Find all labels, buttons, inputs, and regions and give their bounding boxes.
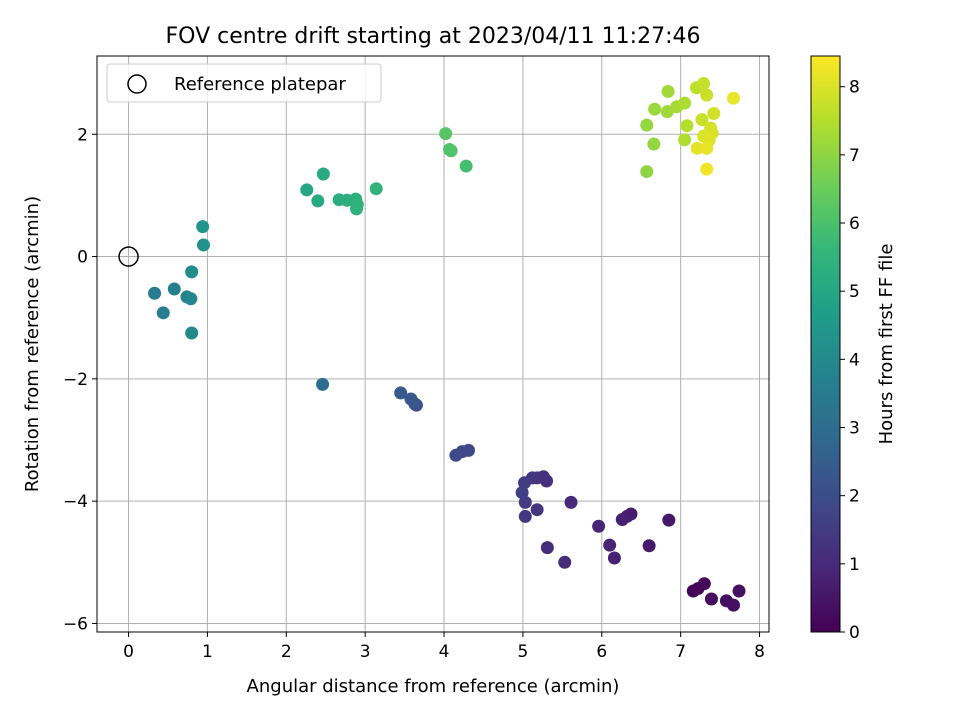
data-point xyxy=(311,194,325,208)
legend: Reference platepar xyxy=(106,63,382,103)
colorbar-tick-label: 7 xyxy=(849,146,860,166)
colorbar-tick-label: 5 xyxy=(849,282,860,302)
data-point xyxy=(196,220,210,234)
data-point xyxy=(727,598,741,612)
colorbar-tick-label: 2 xyxy=(849,487,860,507)
plot-area-frame xyxy=(96,55,770,633)
colorbar-tick-label: 6 xyxy=(849,214,860,234)
data-points xyxy=(148,77,746,612)
x-tick-label: 0 xyxy=(123,642,134,662)
data-point xyxy=(300,183,314,197)
data-point xyxy=(394,386,408,400)
data-point xyxy=(185,265,199,279)
data-point xyxy=(647,137,661,151)
reference-layer xyxy=(118,246,139,267)
x-tick-label: 8 xyxy=(754,642,765,662)
y-tick-label: −2 xyxy=(63,370,88,390)
y-axis-label: Rotation from reference (arcmin) xyxy=(22,196,43,492)
data-point xyxy=(697,577,711,591)
x-tick-label: 4 xyxy=(439,642,450,662)
data-point xyxy=(564,495,578,509)
x-tick-label: 5 xyxy=(518,642,529,662)
data-point xyxy=(640,118,654,132)
colorbar-tick-label: 8 xyxy=(849,78,860,98)
x-axis-ticks: 0 1 2 3 4 5 6 7 8 xyxy=(123,632,765,662)
data-point xyxy=(662,513,676,527)
data-point xyxy=(700,162,714,176)
data-point xyxy=(697,77,711,91)
data-point xyxy=(727,91,741,105)
colorbar-tick-label: 4 xyxy=(849,350,860,370)
data-point xyxy=(515,486,529,500)
colorbar-tick-label: 1 xyxy=(849,555,860,575)
chart-title: FOV centre drift starting at 2023/04/11 … xyxy=(166,24,701,49)
data-point xyxy=(449,448,463,462)
data-point xyxy=(640,165,654,179)
data-point xyxy=(167,282,181,296)
data-point xyxy=(704,592,718,606)
data-point xyxy=(518,509,532,523)
grid-lines xyxy=(97,56,769,632)
colorbar-ticks: 0 1 2 3 4 5 6 7 8 xyxy=(840,78,860,643)
data-point xyxy=(404,392,418,406)
data-point xyxy=(530,503,544,517)
data-point xyxy=(661,84,675,98)
data-point xyxy=(185,326,199,340)
data-point xyxy=(369,182,383,196)
data-point xyxy=(678,133,692,147)
x-axis-label: Angular distance from reference (arcmin) xyxy=(247,676,620,697)
x-tick-label: 1 xyxy=(202,642,213,662)
data-point xyxy=(156,306,170,320)
data-point xyxy=(518,495,532,509)
legend-box xyxy=(106,63,382,103)
data-point xyxy=(603,538,617,552)
colorbar-gradient-bar xyxy=(810,55,841,633)
data-point xyxy=(517,476,531,490)
data-point xyxy=(707,106,721,120)
y-tick-label: 0 xyxy=(77,248,88,268)
data-point xyxy=(732,584,746,598)
data-point xyxy=(700,141,714,155)
data-point xyxy=(196,238,210,252)
data-point xyxy=(439,127,453,141)
data-point xyxy=(678,96,692,110)
data-point xyxy=(592,519,606,533)
data-point xyxy=(615,512,629,526)
data-point xyxy=(558,555,572,569)
legend-label: Reference platepar xyxy=(174,74,346,95)
data-point xyxy=(444,144,458,158)
y-tick-label: −4 xyxy=(63,492,88,512)
reference-platepar-marker xyxy=(118,246,139,267)
data-point xyxy=(184,292,198,306)
colorbar-label: Hours from first FF file xyxy=(876,244,897,445)
data-point xyxy=(540,541,554,555)
y-tick-label: −6 xyxy=(63,614,88,634)
data-point xyxy=(316,377,330,391)
data-point xyxy=(690,141,704,155)
legend-reference-marker xyxy=(127,74,147,94)
x-tick-label: 2 xyxy=(281,642,292,662)
x-tick-label: 3 xyxy=(360,642,371,662)
data-point xyxy=(316,167,330,181)
colorbar-tick-label: 3 xyxy=(849,419,860,439)
x-tick-label: 7 xyxy=(675,642,686,662)
data-point xyxy=(642,539,656,553)
x-tick-label: 6 xyxy=(596,642,607,662)
data-point xyxy=(607,551,621,565)
data-point xyxy=(680,119,694,133)
data-point xyxy=(648,102,662,116)
colorbar: 0 1 2 3 4 5 6 7 8 Hours from first FF file xyxy=(810,55,897,643)
y-axis-ticks: −6 −4 −2 0 2 xyxy=(63,125,97,634)
data-point xyxy=(459,159,473,173)
data-point xyxy=(349,202,363,216)
y-tick-label: 2 xyxy=(77,125,88,145)
colorbar-tick-label: 0 xyxy=(849,623,860,643)
data-point xyxy=(700,88,714,102)
data-point xyxy=(695,113,709,127)
data-point xyxy=(148,286,162,300)
